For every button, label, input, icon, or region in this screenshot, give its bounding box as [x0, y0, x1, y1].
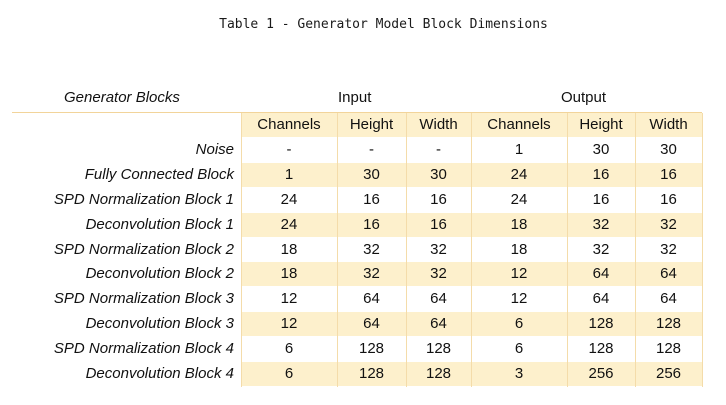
table-cell: - [369, 140, 374, 158]
table-cell: 256 [588, 365, 614, 382]
table-cell: 18 [510, 215, 528, 233]
column-divider [567, 113, 568, 387]
table-cell: 64 [592, 265, 610, 283]
table-cell: 6 [514, 340, 524, 358]
row-label: SPD Normalization Block 1 [53, 190, 234, 208]
column-divider [241, 113, 242, 387]
header-divider [12, 112, 702, 113]
table-cell: 24 [280, 190, 298, 208]
table-cell: 12 [510, 265, 528, 283]
table-cell: 12 [510, 290, 528, 308]
table-cell: 18 [280, 265, 298, 283]
table-cell: 6 [284, 365, 294, 382]
column-divider [337, 113, 338, 387]
table-cell: 128 [655, 315, 682, 333]
table-cell: 256 [655, 365, 682, 382]
row-label: Deconvolution Block 4 [85, 365, 234, 382]
table-cell: 64 [430, 315, 447, 333]
table-cell: 128 [588, 340, 614, 358]
table-cell: - [436, 140, 441, 158]
row-label: Deconvolution Block 2 [85, 265, 234, 283]
input-group-header: Input [338, 89, 372, 106]
table-cell: - [286, 140, 292, 158]
table-cell: 32 [430, 240, 447, 258]
column-divider [702, 113, 703, 387]
table-cell: 64 [363, 290, 380, 308]
column-header: Width [419, 116, 458, 133]
column-header: Channels [257, 116, 321, 133]
table-cell: 30 [363, 165, 380, 183]
table-cell: 6 [514, 315, 524, 333]
table-cell: 30 [592, 140, 610, 158]
table-cell: 32 [363, 265, 380, 283]
column-header: Channels [487, 116, 551, 133]
table-cell: 24 [510, 165, 528, 183]
table-cell: 16 [660, 190, 677, 208]
table-cell: 12 [280, 315, 298, 333]
table-cell: 32 [430, 265, 447, 283]
table-cell: 16 [363, 190, 380, 208]
row-label: SPD Normalization Block 2 [53, 240, 234, 258]
table-cell: 16 [592, 190, 610, 208]
table-cell: 16 [592, 165, 610, 183]
table-cell: 3 [514, 365, 524, 382]
table-cell: 64 [660, 265, 677, 283]
table-cell: 128 [655, 340, 682, 358]
row-label: SPD Normalization Block 4 [53, 340, 234, 358]
table-cell: 128 [358, 340, 385, 358]
table-cell: 30 [660, 140, 677, 158]
row-label: Deconvolution Block 1 [85, 215, 234, 233]
table-cell: 16 [430, 190, 447, 208]
table-cell: 128 [425, 365, 452, 382]
table-cell: 18 [280, 240, 298, 258]
table-cell: 24 [510, 190, 528, 208]
table-cell: 64 [430, 290, 447, 308]
table-cell: 128 [358, 365, 385, 382]
column-divider [635, 113, 636, 387]
column-header: Height [579, 116, 623, 133]
table-cell: 16 [660, 165, 677, 183]
table-cell: 16 [363, 215, 380, 233]
table-title: Table 1 - Generator Model Block Dimensio… [219, 17, 548, 32]
table-cell: 64 [660, 290, 677, 308]
column-divider [471, 113, 472, 387]
table-cell: 16 [430, 215, 447, 233]
column-header: Width [649, 116, 688, 133]
table-cell: 128 [425, 340, 452, 358]
column-header: Height [349, 116, 394, 133]
table-cell: 32 [592, 215, 610, 233]
table-cell: 1 [514, 140, 524, 158]
table-cell: 12 [280, 290, 298, 308]
row-label: Noise [195, 140, 234, 158]
table-cell: 32 [592, 240, 610, 258]
output-group-header: Output [561, 89, 607, 106]
table-cell: 30 [430, 165, 447, 183]
table-cell: 64 [592, 290, 610, 308]
table-cell: 128 [588, 315, 614, 333]
row-label: Fully Connected Block [84, 165, 234, 183]
table-cell: 64 [363, 315, 380, 333]
table-cell: 1 [284, 165, 294, 183]
table-cell: 32 [363, 240, 380, 258]
table-cell: 32 [660, 240, 677, 258]
table-cell: 32 [660, 215, 677, 233]
row-header-label: Generator Blocks [64, 89, 180, 106]
column-divider [406, 113, 407, 387]
row-label: Deconvolution Block 3 [85, 315, 234, 333]
row-label: SPD Normalization Block 3 [53, 290, 234, 308]
table-cell: 18 [510, 240, 528, 258]
table-cell: 6 [284, 340, 294, 358]
table-cell: 24 [280, 215, 298, 233]
